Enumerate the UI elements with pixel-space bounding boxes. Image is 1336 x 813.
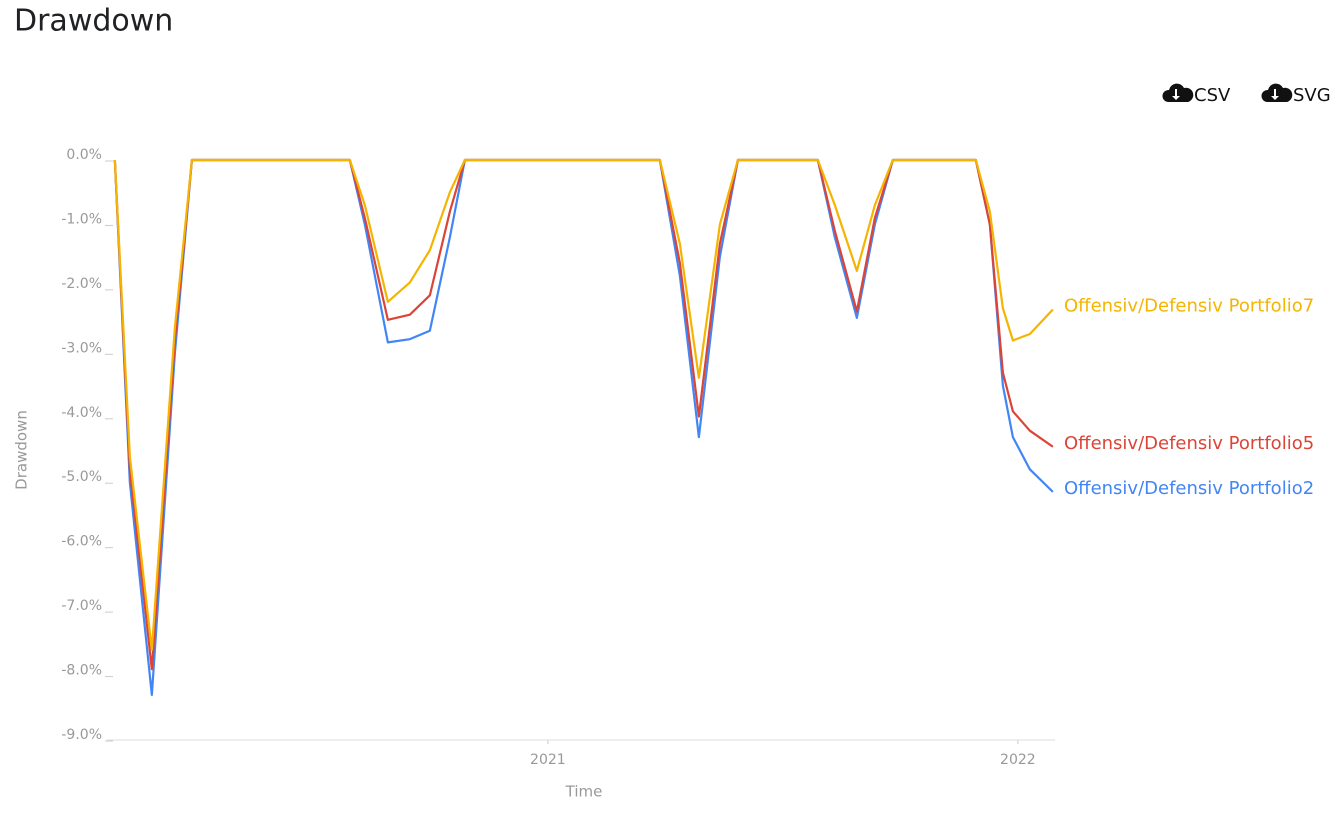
- series-label: Offensiv/Defensiv Portfolio5: [1064, 433, 1314, 454]
- series-line: [113, 158, 1054, 671]
- y-tick-label: -1.0%: [61, 211, 102, 227]
- y-axis-title: Drawdown: [13, 410, 31, 490]
- y-tick-label: -9.0%: [61, 727, 102, 743]
- series-label: Offensiv/Defensiv Portfolio2: [1064, 478, 1314, 499]
- svg-button[interactable]: SVG: [1261, 83, 1331, 106]
- y-tick-label: -5.0%: [61, 469, 102, 485]
- csv-button[interactable]: CSV: [1162, 83, 1231, 106]
- y-tick-label: -2.0%: [61, 276, 102, 292]
- y-tick-label: -4.0%: [61, 405, 102, 421]
- x-tick-label: 2021: [530, 752, 566, 768]
- download-icon: [1261, 83, 1293, 102]
- series-line: [113, 158, 1054, 651]
- y-tick-label: -8.0%: [61, 663, 102, 679]
- chart-title: Drawdown: [14, 4, 173, 39]
- x-tick-label: 2022: [1000, 752, 1036, 768]
- download-arrow: [1172, 89, 1180, 100]
- y-tick-label: -6.0%: [61, 534, 102, 550]
- csv-label: CSV: [1194, 85, 1231, 106]
- series-line: [113, 158, 1054, 696]
- download-icon: [1162, 83, 1194, 102]
- svg-label: SVG: [1293, 85, 1331, 106]
- y-tick-label: -7.0%: [61, 598, 102, 614]
- y-tick-label: -3.0%: [61, 340, 102, 356]
- y-tick-label: 0.0%: [66, 147, 102, 163]
- download-arrow: [1271, 89, 1279, 100]
- series-label: Offensiv/Defensiv Portfolio7: [1064, 296, 1314, 317]
- x-axis-title: Time: [565, 783, 603, 801]
